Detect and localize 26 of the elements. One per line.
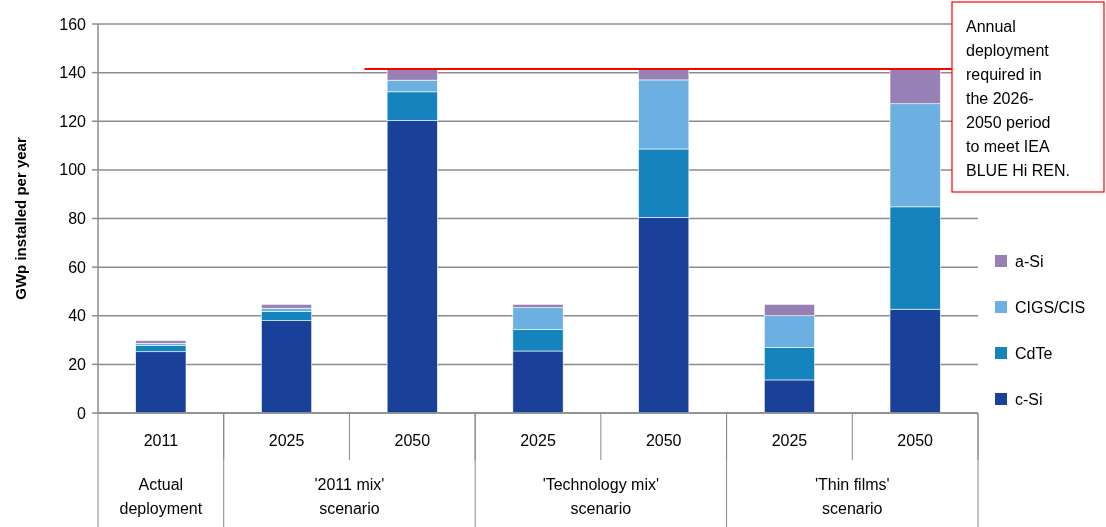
y-tick-label: 140 [59, 64, 87, 82]
y-tick-label: 40 [68, 307, 87, 325]
y-tick-label: 80 [68, 210, 87, 228]
ref-line-label: Annual deployment required in the 2026-2050 period to meet IEA BLUE Hi REN. [966, 18, 1071, 179]
legend-label: c-Si [1015, 390, 1043, 408]
text: Actual deployment [119, 476, 203, 517]
legend-label: CIGS/CIS [1015, 298, 1086, 316]
legend-label: CdTe [1015, 344, 1053, 362]
y-axis-title: GWp installed per year [12, 137, 29, 300]
x-tick-label: 2050 [897, 431, 934, 449]
y-tick-label: 100 [59, 161, 87, 179]
x-tick-label: 2050 [645, 431, 682, 449]
text: 'Thin films' scenario [815, 476, 890, 517]
legend-label: a-Si [1015, 252, 1044, 270]
x-tick-label: 2025 [771, 431, 808, 449]
x-tick-label: 2011 [143, 431, 179, 449]
y-tick-label: 160 [59, 15, 87, 33]
x-tick-label: 2050 [394, 431, 431, 449]
text: '2011 mix' scenario [314, 476, 385, 517]
y-tick-label: 120 [59, 112, 87, 130]
text: 'Technology mix' scenario [542, 476, 660, 517]
y-tick-label: 20 [68, 355, 87, 373]
y-tick-label: 0 [77, 404, 87, 422]
y-tick-label: 60 [68, 258, 87, 276]
x-tick-label: 2025 [520, 431, 556, 449]
x-tick-label: 2025 [268, 431, 305, 449]
